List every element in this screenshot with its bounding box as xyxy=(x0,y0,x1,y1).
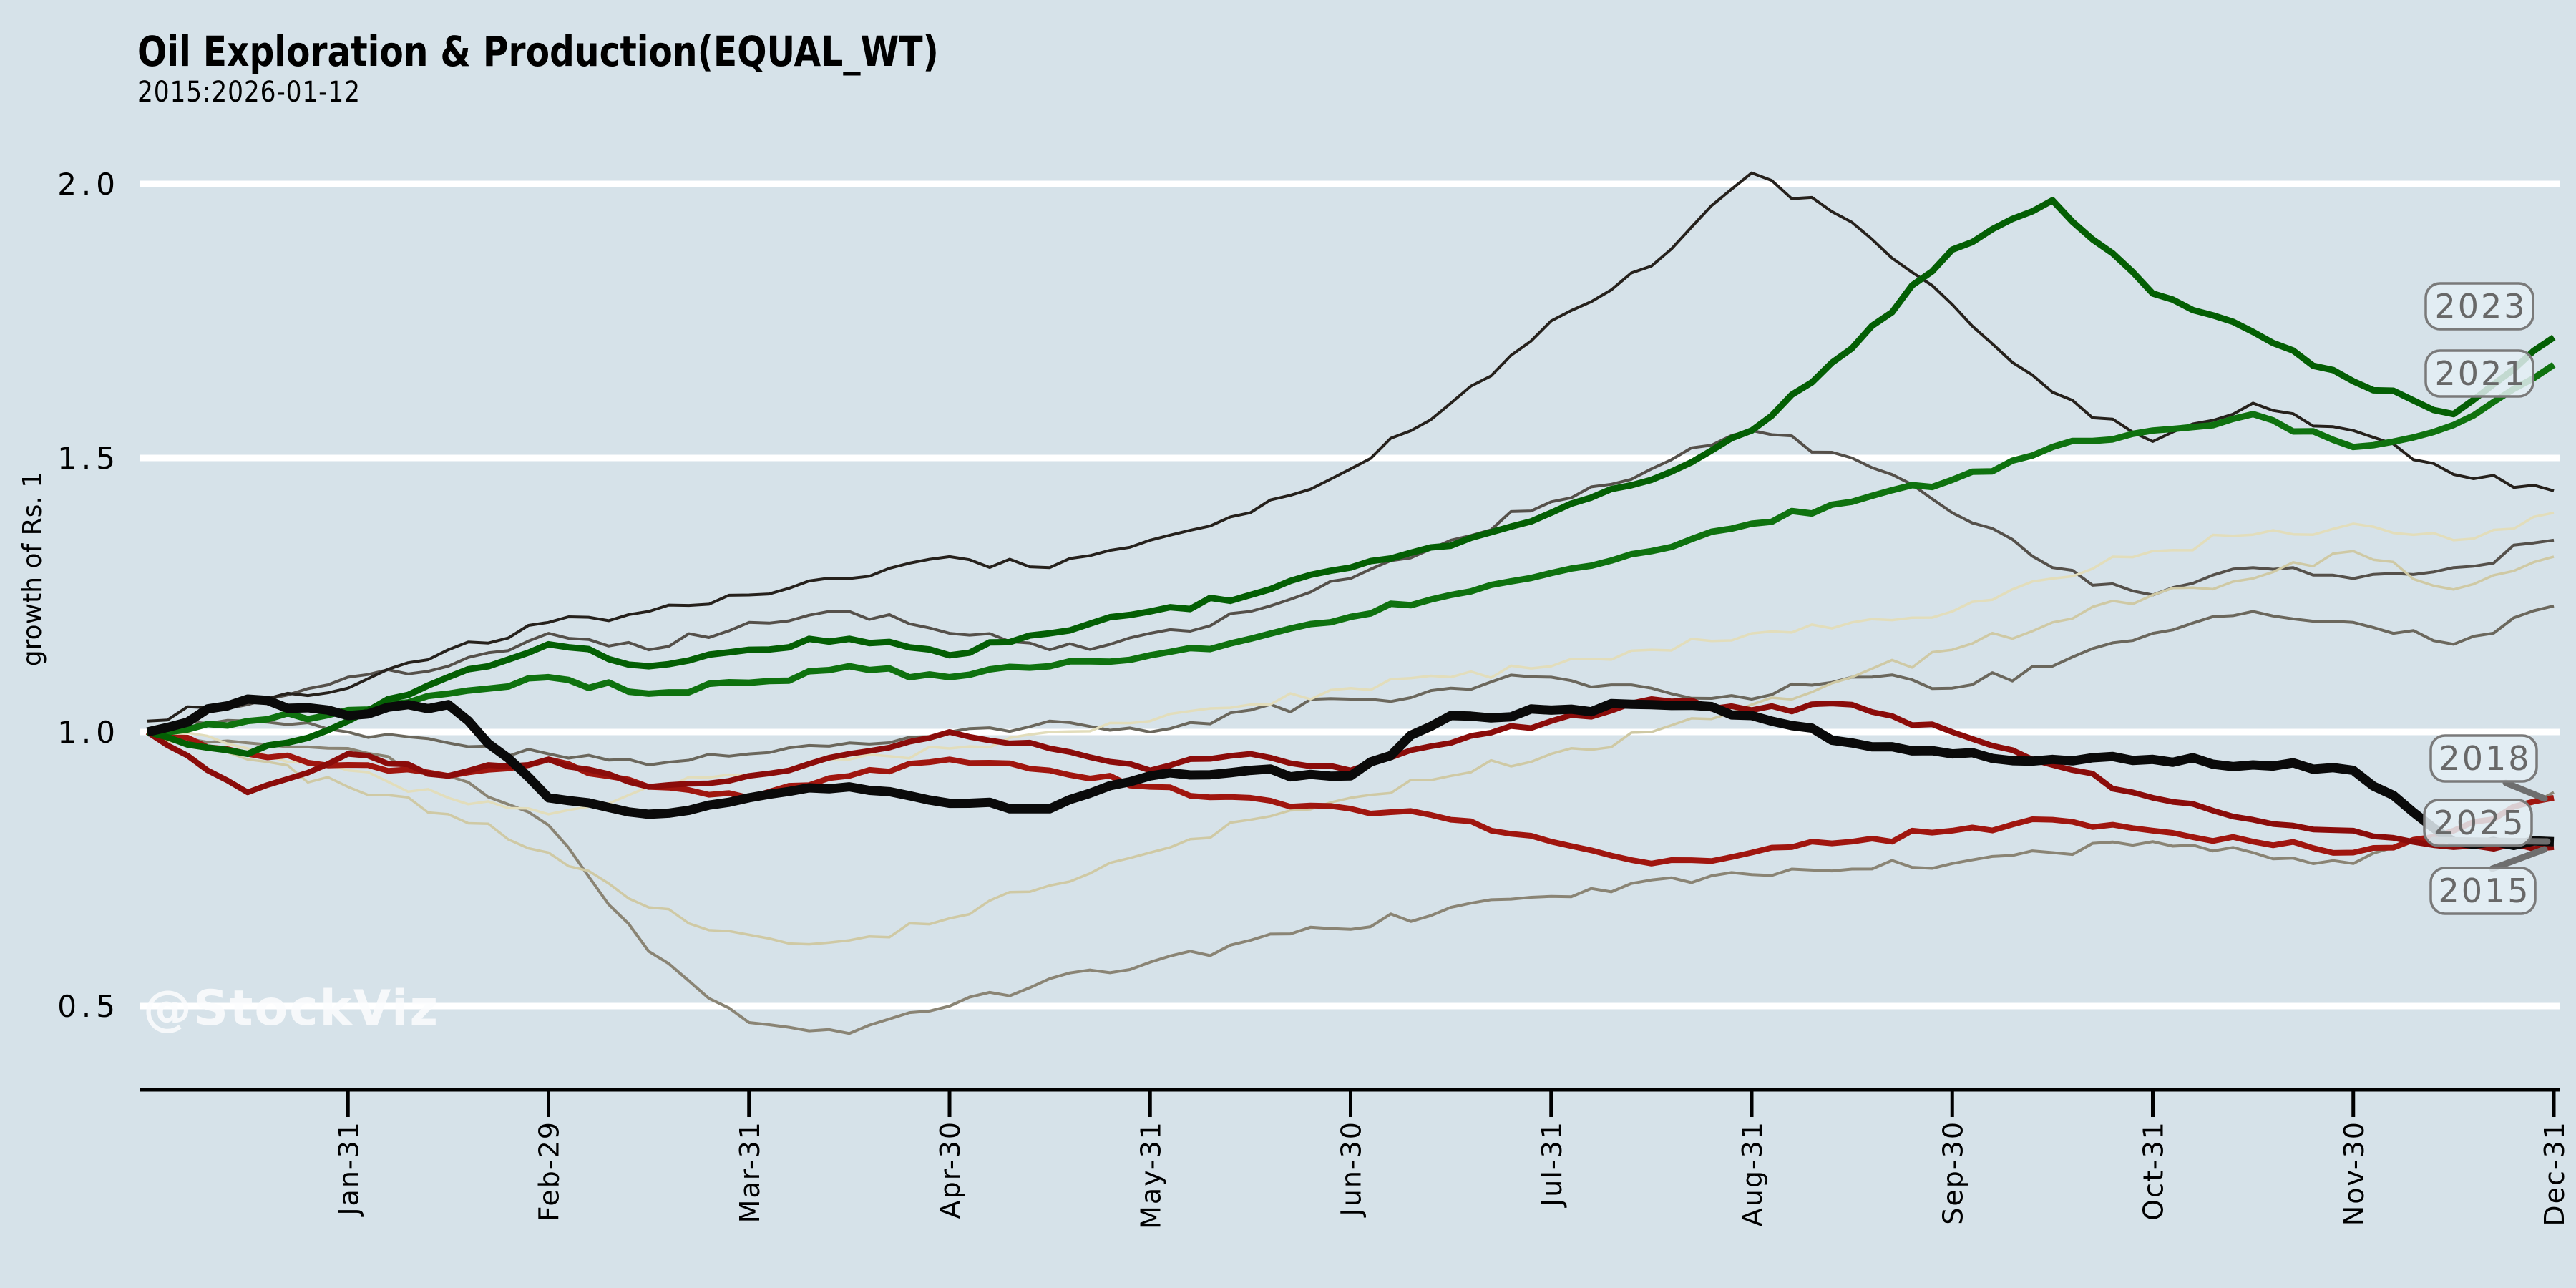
x-tick-label: Mar-31 xyxy=(734,1121,766,1223)
y-axis-labels: 2.0 1.5 1.0 0.5 xyxy=(57,167,120,1024)
title-group: Oil Exploration & Production(EQUAL_WT) xyxy=(137,27,939,76)
callout-box-2015 xyxy=(2429,867,2537,915)
x-tick-label: Sep-30 xyxy=(1937,1121,1968,1225)
callout-box-2018 xyxy=(2429,734,2538,783)
page-subtitle: 2015:2026-01-12 xyxy=(137,74,361,108)
y-tick-label: 0.5 xyxy=(57,989,120,1024)
callout-label-2025: 2025 xyxy=(2433,804,2525,842)
series-line-unlabeled-year-f xyxy=(147,511,2555,816)
watermark: @StockViz xyxy=(143,980,439,1037)
callout-box-2023 xyxy=(2424,282,2534,331)
callout-leader-2015 xyxy=(2489,846,2548,872)
y-tick-label: 1.5 xyxy=(57,441,120,476)
series-line-unlabeled-year-d xyxy=(147,731,2555,1035)
series-line-unlabeled-year-e xyxy=(147,550,2555,946)
y-axis-title: growth of Rs. 1 xyxy=(18,472,47,666)
series-line-unlabeled-year-c xyxy=(147,604,2555,766)
x-tick-label: Jul-31 xyxy=(1536,1121,1568,1208)
callout-label-2015: 2015 xyxy=(2438,872,2530,910)
callout-leader-2018 xyxy=(2502,779,2548,802)
callout-label-2018: 2018 xyxy=(2439,739,2531,778)
x-tick-label: Feb-29 xyxy=(534,1121,565,1221)
y-tick-label: 2.0 xyxy=(57,167,120,202)
x-tick-label: May-31 xyxy=(1135,1121,1166,1229)
series-line-2025 xyxy=(146,694,2555,850)
x-tick-label: Apr-30 xyxy=(935,1121,966,1219)
callout-box-2025 xyxy=(2423,799,2533,847)
series-line-unlabeled-year-b xyxy=(147,171,2555,723)
series-line-2021 xyxy=(147,362,2556,736)
y-tick-label: 1.0 xyxy=(57,715,120,750)
callout-label-2023: 2023 xyxy=(2434,287,2527,326)
x-tick-label: Dec-31 xyxy=(2539,1121,2570,1226)
x-tick-label: Jun-30 xyxy=(1336,1121,1367,1217)
x-axis: Jan-31 Feb-29 Mar-31 Apr-30 May-31 Jun-30 Jul-… xyxy=(140,1088,2570,1229)
x-tick-label: Oct-31 xyxy=(2138,1121,2170,1221)
page-title: Oil Exploration & Production(EQUAL_WT) xyxy=(137,27,939,76)
x-tick-label: Aug-31 xyxy=(1737,1121,1768,1226)
gridlines xyxy=(140,180,2560,1010)
x-tick-label: Jan-31 xyxy=(333,1121,364,1217)
x-tick-label: Nov-30 xyxy=(2338,1121,2370,1226)
callout-box-2021 xyxy=(2424,349,2534,398)
subtitle-group: 2015:2026-01-12 xyxy=(137,74,361,108)
year-callouts: 2023 2021 2018 2025 2015 xyxy=(2423,282,2551,915)
series-line-2023 xyxy=(146,197,2556,758)
series-lines xyxy=(145,171,2556,1035)
callout-label-2021: 2021 xyxy=(2434,354,2527,393)
